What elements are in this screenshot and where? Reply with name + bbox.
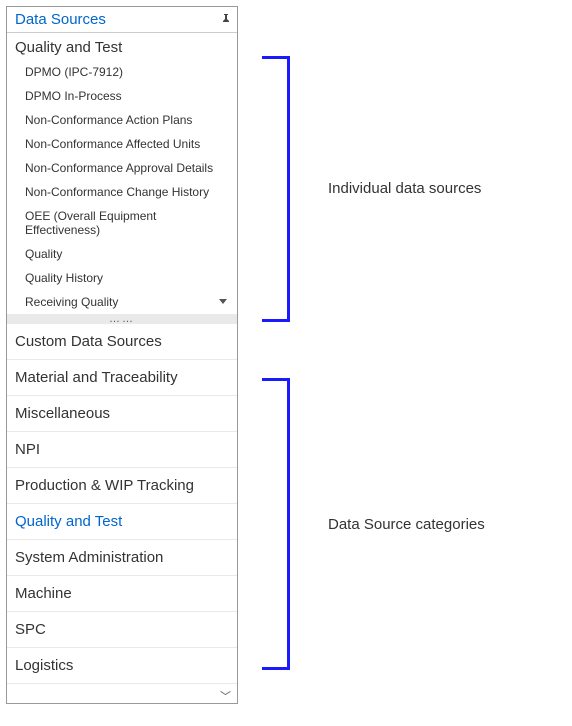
category-item[interactable]: Machine: [7, 575, 237, 611]
chevron-down-icon[interactable]: ﹀: [220, 688, 231, 704]
panel-header: Data Sources: [7, 7, 237, 33]
list-item[interactable]: Receiving Quality: [25, 290, 237, 314]
list-item[interactable]: Non-Conformance Action Plans: [25, 108, 237, 132]
item-list: DPMO (IPC-7912) DPMO In-Process Non-Conf…: [7, 60, 237, 314]
category-item[interactable]: NPI: [7, 431, 237, 467]
annotation-bracket: [270, 378, 290, 670]
panel-footer: ﹀: [7, 683, 237, 703]
data-sources-panel: Data Sources Quality and Test DPMO (IPC-…: [6, 6, 238, 704]
list-item[interactable]: Quality: [25, 242, 237, 266]
annotation-label: Individual data sources: [328, 180, 481, 197]
expanded-category-title: Quality and Test: [7, 33, 237, 60]
category-item[interactable]: Production & WIP Tracking: [7, 467, 237, 503]
category-item-active[interactable]: Quality and Test: [7, 503, 237, 539]
category-item[interactable]: Material and Traceability: [7, 359, 237, 395]
pin-icon[interactable]: [221, 14, 231, 26]
list-item[interactable]: Non-Conformance Change History: [25, 180, 237, 204]
resize-handle[interactable]: ……: [7, 314, 237, 324]
list-item[interactable]: DPMO In-Process: [25, 84, 237, 108]
list-item[interactable]: OEE (Overall Equipment Effectiveness): [25, 204, 237, 242]
list-item[interactable]: DPMO (IPC-7912): [25, 60, 237, 84]
list-item[interactable]: Quality History: [25, 266, 237, 290]
category-item[interactable]: Logistics: [7, 647, 237, 683]
list-item[interactable]: Non-Conformance Approval Details: [25, 156, 237, 180]
panel-title: Data Sources: [15, 11, 106, 28]
category-item[interactable]: Miscellaneous: [7, 395, 237, 431]
category-item[interactable]: System Administration: [7, 539, 237, 575]
category-item[interactable]: SPC: [7, 611, 237, 647]
annotation-label: Data Source categories: [328, 516, 485, 533]
stage: Data Sources Quality and Test DPMO (IPC-…: [6, 6, 566, 720]
list-item[interactable]: Non-Conformance Affected Units: [25, 132, 237, 156]
annotation-bracket: [270, 56, 290, 322]
category-item[interactable]: Custom Data Sources: [7, 324, 237, 359]
